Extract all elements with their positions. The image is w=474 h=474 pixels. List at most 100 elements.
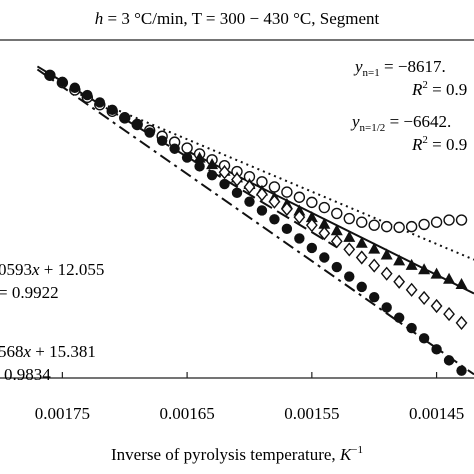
data-point-open-diamond <box>430 298 443 314</box>
data-point-filled-circle <box>256 205 268 216</box>
data-point-open-circle <box>306 196 318 209</box>
data-point-filled-circle <box>443 355 455 366</box>
annotation-left-1: 0593x + 12.055 = 0.9922 <box>0 260 104 302</box>
data-point-filled-circle <box>418 333 430 344</box>
data-point-filled-circle <box>381 302 392 313</box>
data-point-filled-circle <box>344 271 355 282</box>
x-ticks: 0.00175 0.00165 0.00155 0.00145 <box>35 372 464 423</box>
data-point-open-diamond <box>343 242 356 257</box>
annotation-left-2-equation: 568x + 15.381 <box>0 342 96 361</box>
data-point-open-circle <box>430 216 443 228</box>
x-axis-title: Inverse of pyrolysis temperature, K−1 <box>111 444 363 464</box>
data-point-open-diamond <box>405 282 418 297</box>
fit-line-dash-dot <box>36 68 474 376</box>
data-point-filled-circle <box>144 127 155 138</box>
data-point-filled-triangle <box>380 248 393 260</box>
data-point-open-diamond <box>393 274 406 289</box>
data-point-filled-circle <box>169 143 180 154</box>
data-point-filled-circle <box>406 322 417 334</box>
data-point-open-circle <box>443 214 455 226</box>
data-point-filled-triangle <box>455 277 468 289</box>
data-point-filled-triangle <box>393 254 406 266</box>
data-point-filled-triangle <box>343 230 356 242</box>
data-point-open-diamond <box>243 179 256 195</box>
annotation-left-1-r2: = 0.9922 <box>0 283 59 302</box>
data-point-open-circle <box>343 212 355 225</box>
data-point-open-diamond <box>256 187 268 202</box>
data-point-filled-triangle <box>293 204 306 216</box>
data-point-filled-triangle <box>405 258 418 270</box>
data-point-filled-circle <box>94 97 105 108</box>
data-point-open-circle <box>405 220 418 233</box>
data-point-open-diamond <box>355 250 368 265</box>
data-point-open-diamond <box>268 194 281 209</box>
data-point-open-diamond <box>293 209 306 225</box>
data-point-filled-circle <box>281 223 293 235</box>
chart-title: h = 3 °C/min, T = 300 − 430 °C, Segment <box>95 9 380 28</box>
data-point-open-circle <box>455 214 468 226</box>
data-point-open-diamond <box>280 201 293 217</box>
x-tick-label: 0.00175 <box>35 404 90 423</box>
data-point-open-circle <box>293 191 306 203</box>
chart-title-h: h <box>95 9 104 28</box>
data-point-filled-circle <box>194 161 205 172</box>
data-point-open-circle <box>181 142 193 154</box>
annotation-right-n12: yn=1/2 = −6642. R2 = 0.9 <box>350 112 467 154</box>
data-point-filled-circle <box>69 82 81 93</box>
data-point-filled-triangle <box>418 263 431 275</box>
data-point-open-circle <box>318 201 331 214</box>
data-point-filled-circle <box>331 261 342 273</box>
x-tick-label: 0.00145 <box>409 404 464 423</box>
annotation-left-1-equation: 0593x + 12.055 <box>0 260 104 279</box>
data-point-filled-triangle <box>193 151 206 163</box>
data-point-filled-circle <box>119 111 130 123</box>
data-point-filled-circle <box>306 242 318 254</box>
annotation-left-2-r2: 0.9834 <box>4 365 51 384</box>
data-point-filled-circle <box>156 135 168 146</box>
data-point-open-diamond <box>368 258 381 273</box>
data-point-open-circle <box>331 207 343 220</box>
annotation-n1-equation: yn=1 = −8617. <box>353 57 446 79</box>
data-point-filled-triangle <box>355 236 368 248</box>
data-point-filled-triangle <box>443 272 456 284</box>
data-point-open-circle <box>418 218 430 231</box>
annotation-n12-r2: R2 = 0.9 <box>411 134 467 154</box>
data-point-filled-triangle <box>318 217 331 229</box>
data-markers <box>44 69 468 376</box>
data-point-filled-circle <box>219 178 230 190</box>
data-point-filled-triangle <box>330 224 343 236</box>
data-point-filled-circle <box>181 152 193 163</box>
annotation-n12-equation: yn=1/2 = −6642. <box>350 112 451 134</box>
data-point-filled-circle <box>369 291 380 303</box>
data-point-filled-circle <box>319 252 330 263</box>
data-point-filled-circle <box>107 104 118 116</box>
annotation-right-n1: yn=1 = −8617. R2 = 0.9 <box>353 57 467 99</box>
data-point-open-diamond <box>443 306 455 322</box>
data-point-filled-triangle <box>206 158 219 170</box>
data-point-filled-triangle <box>430 267 443 279</box>
data-point-open-diamond <box>231 172 243 187</box>
data-point-filled-circle <box>57 76 68 88</box>
data-point-filled-circle <box>269 214 280 225</box>
data-point-filled-circle <box>244 196 255 207</box>
data-point-filled-circle <box>231 187 243 199</box>
data-point-filled-circle <box>456 365 467 376</box>
data-point-open-diamond <box>455 315 468 330</box>
data-point-open-diamond <box>218 165 231 180</box>
data-point-filled-circle <box>294 233 305 244</box>
data-point-filled-triangle <box>305 211 318 223</box>
data-point-filled-circle <box>356 281 367 293</box>
data-point-open-diamond <box>305 218 318 233</box>
data-point-open-diamond <box>330 234 343 249</box>
annotation-left-2: 568x + 15.381 0.9834 <box>0 342 96 384</box>
data-point-filled-circle <box>82 89 93 101</box>
chart-title-rest: = 3 °C/min, T = 300 − 430 °C, Segment <box>103 9 379 28</box>
x-tick-label: 0.00165 <box>159 404 214 423</box>
data-point-open-diamond <box>318 226 331 241</box>
data-point-filled-circle <box>206 170 218 181</box>
fit-line-dashed <box>36 65 338 249</box>
data-point-open-diamond <box>418 290 431 306</box>
data-point-filled-circle <box>44 70 56 81</box>
fit-line-dotted <box>74 91 474 261</box>
